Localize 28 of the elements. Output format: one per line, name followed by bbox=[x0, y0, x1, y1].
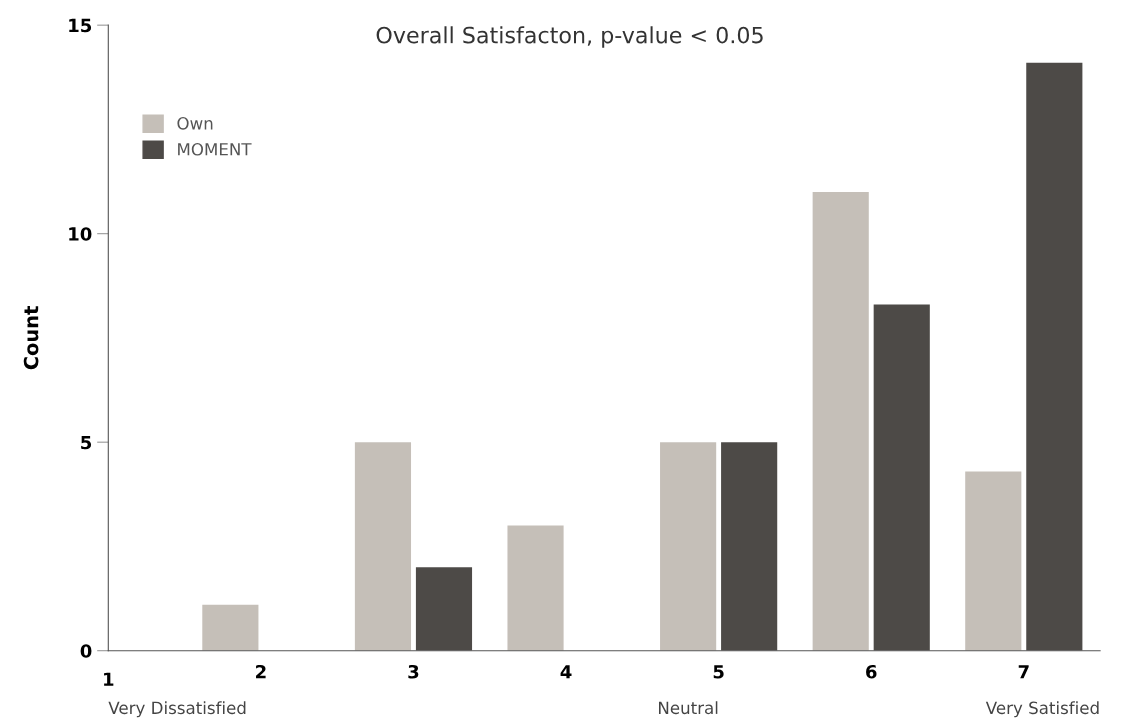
bar bbox=[721, 442, 778, 651]
text: 1 bbox=[104, 672, 114, 686]
text: Very Dissatisfied bbox=[108, 701, 246, 718]
bar bbox=[202, 604, 259, 651]
x-tick-label: 6 bbox=[866, 664, 877, 679]
legend-label: MOMENT bbox=[178, 142, 252, 156]
y-tick-label: 15 bbox=[69, 18, 92, 33]
x-tick-label: 5 bbox=[713, 665, 724, 679]
y-tick-label: 10 bbox=[69, 227, 92, 241]
bar bbox=[965, 471, 1022, 651]
bar bbox=[1026, 62, 1083, 651]
bar bbox=[415, 567, 473, 651]
text: Very Satisfied bbox=[985, 701, 1099, 718]
x-tick-label: 7 bbox=[1018, 665, 1029, 679]
x-tick-label: 3 bbox=[408, 664, 419, 679]
bar bbox=[507, 525, 564, 651]
bar bbox=[812, 191, 869, 651]
x-tick-label: 2 bbox=[256, 664, 266, 679]
legend-label: Own bbox=[177, 117, 213, 130]
text: Neutral bbox=[659, 701, 718, 715]
chart-title: Overall Satisfacton, p-value < 0.05 bbox=[376, 26, 763, 48]
y-tick-label: 0 bbox=[80, 644, 92, 658]
y-tick-label: 5 bbox=[81, 435, 92, 450]
bar bbox=[873, 304, 930, 651]
x-tick-label: 4 bbox=[560, 665, 572, 679]
bar bbox=[354, 442, 412, 651]
bar bbox=[660, 442, 717, 651]
y-axis-title: Count bbox=[23, 306, 39, 370]
